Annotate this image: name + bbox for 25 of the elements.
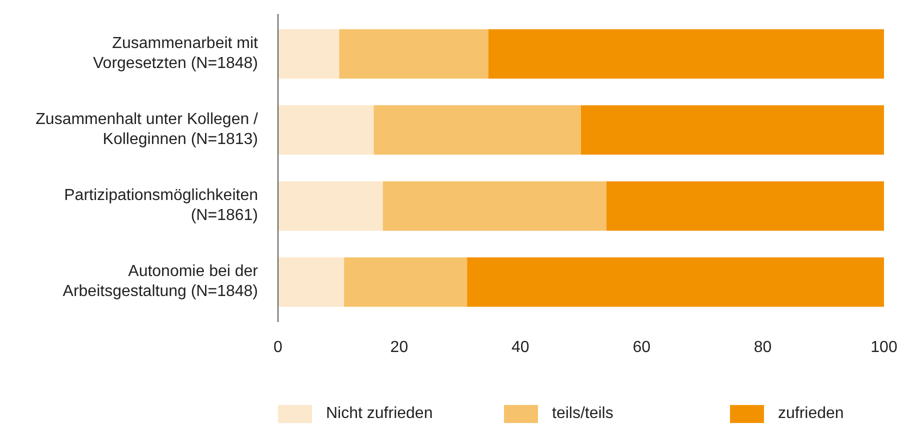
legend-label: teils/teils: [552, 405, 614, 422]
bar: [382, 181, 606, 231]
bar: [278, 105, 374, 155]
y-tick-label: Partizipationsmöglichkeiten (N=1861): [64, 187, 258, 224]
x-tick-label: 40: [512, 339, 530, 356]
x-tick-label: 80: [754, 339, 772, 356]
x-tick-label: 0: [274, 339, 283, 356]
legend-label: Nicht zufrieden: [326, 405, 433, 422]
bar: [278, 29, 340, 79]
bar: [606, 181, 884, 231]
legend-label: zufrieden: [778, 405, 844, 422]
x-tick-label: 20: [390, 339, 408, 356]
bar: [374, 105, 581, 155]
bar: [344, 257, 468, 307]
bar: [488, 29, 884, 79]
bar: [278, 257, 344, 307]
x-tick-label: 100: [870, 339, 898, 356]
y-tick-label: Zusammenarbeit mit Vorgesetzten (N=1848): [93, 35, 259, 72]
x-tick-label: 60: [632, 339, 651, 356]
bar: [467, 257, 884, 307]
y-tick-label: Zusammenhalt unter Kollegen / Kolleginnen (N=1813): [36, 111, 259, 148]
y-tick-label: Autonomie bei der Arbeitsgestaltung (N=1848): [62, 263, 259, 300]
bar: [339, 29, 488, 79]
bar: [278, 181, 383, 231]
bar: [581, 105, 884, 155]
